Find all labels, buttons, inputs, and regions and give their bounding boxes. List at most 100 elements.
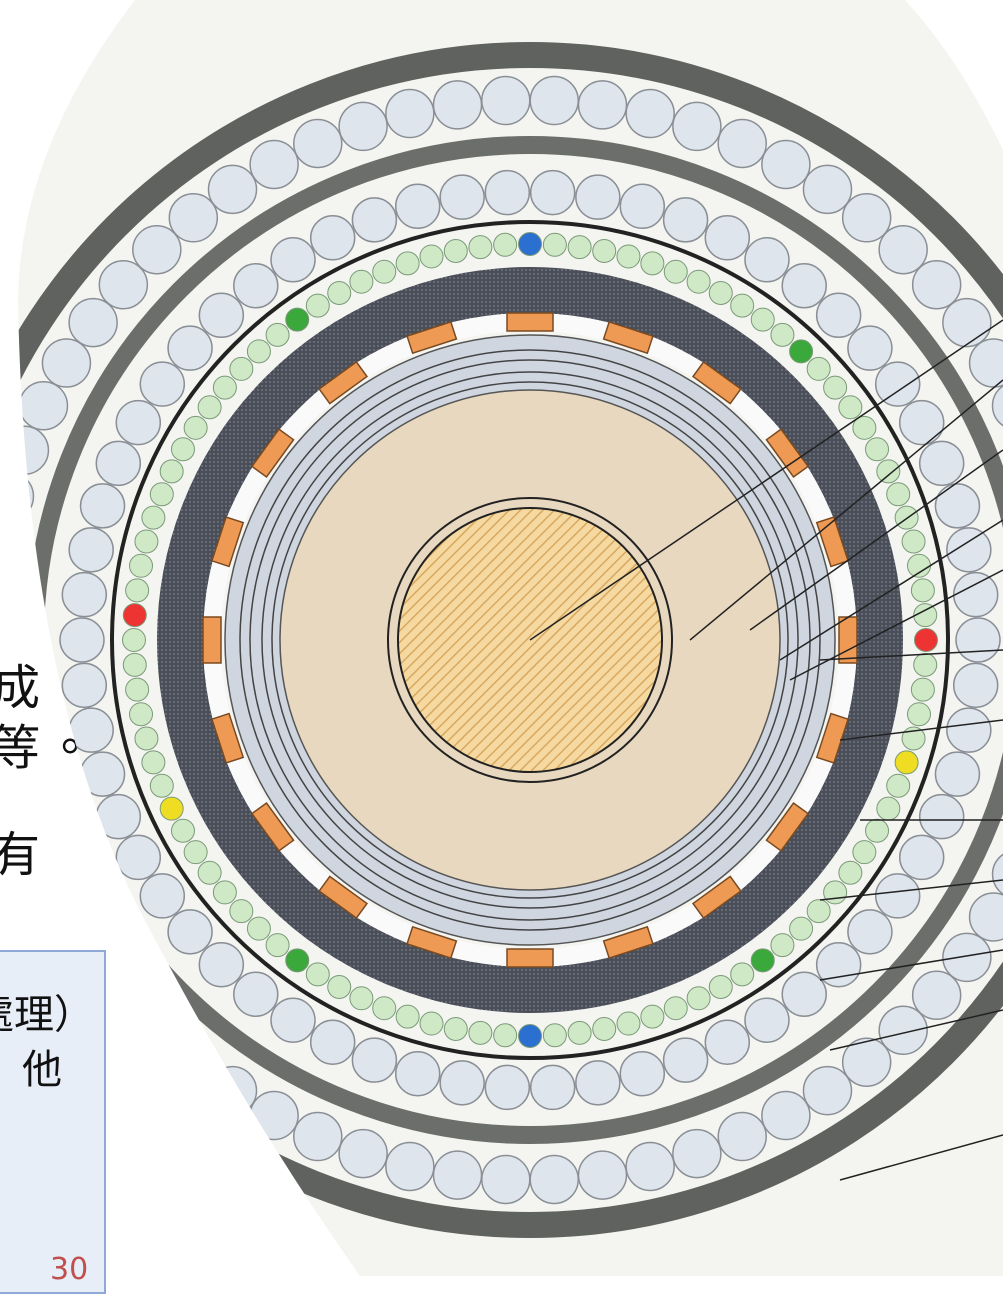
armor-wire	[96, 441, 140, 485]
fiber-bead	[306, 294, 329, 317]
cable-diagram	[0, 0, 1003, 1276]
fiber-bead	[664, 260, 687, 283]
armor-wire	[234, 972, 278, 1016]
fiber-bead	[911, 678, 934, 701]
fiber-bead	[915, 629, 938, 652]
armor-wire	[943, 299, 991, 347]
armor-wire	[62, 663, 106, 707]
armor-wire	[803, 1067, 851, 1115]
fiber-bead	[877, 460, 900, 483]
armor-wire	[0, 712, 23, 760]
armor-wire	[69, 708, 113, 752]
fiber-bead	[444, 1017, 467, 1040]
armor-wire	[531, 171, 575, 215]
armor-wire	[705, 1020, 749, 1064]
fiber-bead	[469, 1021, 492, 1044]
fiber-bead	[751, 308, 774, 331]
armor-wire	[876, 362, 920, 406]
fiber-bead	[130, 554, 153, 577]
armor-wire	[434, 1151, 482, 1199]
armor-wire	[848, 326, 892, 370]
armor-wire	[0, 664, 16, 712]
armor-wire	[352, 1038, 396, 1082]
fiber-bead	[877, 797, 900, 820]
fiber-bead	[266, 934, 289, 957]
armor-wire	[69, 299, 117, 347]
armor-wire	[311, 1020, 355, 1064]
armor-wire	[81, 752, 125, 796]
armor-wire	[140, 874, 184, 918]
armor-wire	[81, 484, 125, 528]
armor-wire	[209, 1067, 257, 1115]
armor-wire	[209, 165, 257, 213]
armor-wire	[116, 835, 160, 879]
armor-wire	[848, 910, 892, 954]
fiber-bead	[902, 530, 925, 553]
fiber-bead	[160, 797, 183, 820]
armor-wire	[943, 933, 991, 981]
fiber-bead	[123, 604, 146, 627]
armor-wire	[168, 326, 212, 370]
fiber-bead	[751, 949, 774, 972]
fiber-bead	[420, 245, 443, 268]
fiber-bead	[373, 260, 396, 283]
fiber-bead	[171, 819, 194, 842]
armor-wire	[386, 1142, 434, 1190]
fiber-bead	[130, 703, 153, 726]
armor-wire	[0, 760, 33, 808]
fiber-bead	[914, 653, 937, 676]
fiber-bead	[641, 1005, 664, 1028]
armor-wire	[745, 998, 789, 1042]
fiber-bead	[519, 1025, 542, 1048]
armor-wire	[271, 998, 315, 1042]
armor-wire	[482, 1155, 530, 1203]
armor-wire	[294, 1113, 342, 1161]
armor-wire	[339, 1130, 387, 1178]
armor-wire	[620, 184, 664, 228]
armor-wire	[576, 175, 620, 219]
fiber-bead	[807, 357, 830, 380]
armor-wire	[234, 264, 278, 308]
armor-wire	[626, 90, 674, 138]
fiber-bead	[790, 917, 813, 940]
armor-wire	[133, 1006, 181, 1054]
armor-wire	[352, 198, 396, 242]
fiber-bead	[328, 976, 351, 999]
armor-wire	[440, 175, 484, 219]
fiber-bead	[731, 294, 754, 317]
armor-wire	[620, 1052, 664, 1096]
fiber-bead	[198, 396, 221, 419]
fiber-bead	[839, 861, 862, 884]
armor-wire	[294, 119, 342, 167]
fiber-bead	[907, 554, 930, 577]
fiber-bead	[568, 236, 591, 259]
armor-wire	[0, 426, 48, 474]
fiber-bead	[135, 530, 158, 553]
armor-wire	[0, 616, 14, 664]
armor-wire	[311, 216, 355, 260]
fiber-bead	[230, 900, 253, 923]
fiber-bead	[907, 703, 930, 726]
fiber-bead	[494, 1024, 517, 1047]
armor-wire	[0, 806, 48, 854]
armor-wire	[168, 910, 212, 954]
armor-wire	[531, 1065, 575, 1109]
armor-wire	[396, 184, 440, 228]
armor-wire	[935, 484, 979, 528]
fiber-bead	[266, 323, 289, 346]
armor-wire	[673, 102, 721, 150]
armor-wire	[762, 1092, 810, 1140]
fiber-bead	[184, 416, 207, 439]
armor-wire	[485, 1065, 529, 1109]
fiber-bead	[887, 774, 910, 797]
fiber-bead	[543, 1024, 566, 1047]
fiber-bead	[247, 340, 270, 363]
armor-wire	[900, 401, 944, 445]
fiber-bead	[123, 653, 146, 676]
fiber-bead	[444, 240, 467, 263]
cable-section	[0, 0, 1003, 1276]
armor-wire	[482, 77, 530, 125]
fiber-bead	[230, 357, 253, 380]
fiber-bead	[286, 949, 309, 972]
fiber-bead	[373, 997, 396, 1020]
